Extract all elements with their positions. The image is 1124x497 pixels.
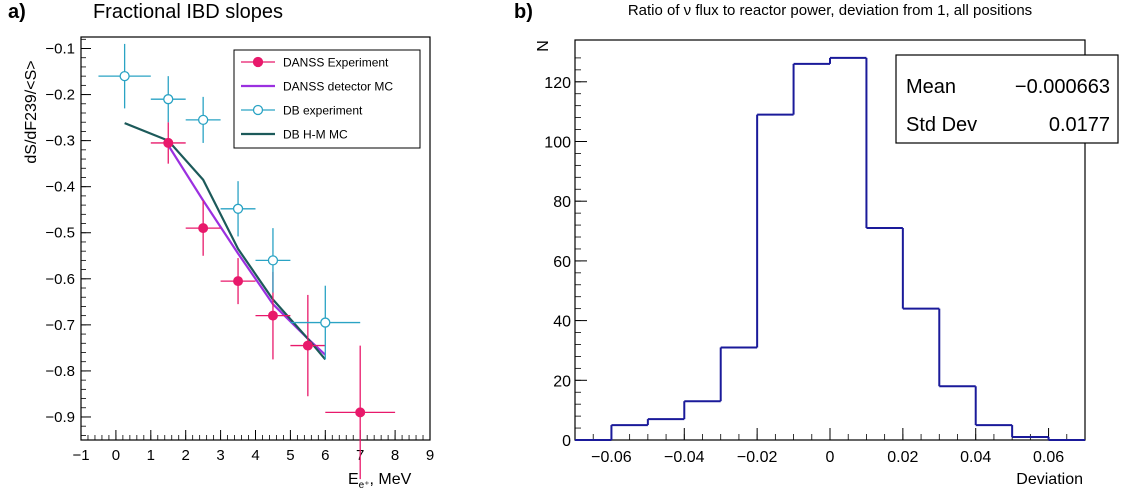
y-tick-label: −0.7 xyxy=(45,317,75,334)
stats-value: −0.000663 xyxy=(1015,76,1110,98)
x-tick-label: −0.06 xyxy=(591,449,632,466)
y-tick-label: −0.8 xyxy=(45,363,75,380)
stats-box-frame xyxy=(895,54,1119,144)
x-tick-label: 5 xyxy=(286,447,294,464)
y-tick-label: 40 xyxy=(553,314,571,331)
y-tick-label: −0.1 xyxy=(45,41,75,58)
legend-label-danss-experiment: DANSS Experiment xyxy=(283,56,389,70)
y-tick-label: −0.2 xyxy=(45,87,75,104)
x-tick-label: 2 xyxy=(182,447,190,464)
danss-experiment-point xyxy=(267,310,278,321)
y-tick-label: −0.6 xyxy=(45,271,75,288)
legend-box xyxy=(233,49,421,149)
panel-b-label: b) xyxy=(514,1,533,23)
panel-b-x-axis-label: Deviation xyxy=(1016,471,1083,488)
panel-a-y-axis-label: dS/dF239/<S> xyxy=(23,60,40,163)
legend-marker-danss-experiment xyxy=(252,56,264,68)
x-tick-label: 1 xyxy=(147,447,155,464)
y-tick-label: 60 xyxy=(553,254,571,271)
y-tick-label: −0.3 xyxy=(45,133,75,150)
legend-label-db-h-m-mc: DB H-M MC xyxy=(283,128,348,142)
db-h-m-mc-line xyxy=(124,122,327,361)
y-tick-label: 80 xyxy=(553,194,571,211)
x-tick-label: −0.02 xyxy=(737,449,778,466)
y-tick-label: 120 xyxy=(544,75,571,92)
y-tick-label: 0 xyxy=(562,433,571,450)
panel-b-x-tick-labels: −0.06 −0.04 −0.02 0 0.02 0.04 0.06 xyxy=(591,449,1064,466)
y-tick-label: 100 xyxy=(544,134,571,151)
x-tick-label: 4 xyxy=(251,447,259,464)
x-tick-label: 0 xyxy=(826,449,835,466)
x-tick-label: 0 xyxy=(112,447,120,464)
x-tick-label: −1 xyxy=(72,447,89,464)
stats-label: Mean xyxy=(906,76,956,98)
y-tick-label: −0.9 xyxy=(45,409,75,426)
panel-b-stats-box: Mean −0.000663 Std Dev 0.0177 xyxy=(895,54,1119,144)
stats-label: Std Dev xyxy=(906,114,977,136)
stats-value: 0.0177 xyxy=(1049,114,1110,136)
panel-a-mc-lines xyxy=(124,122,327,361)
db-experiment-point xyxy=(163,94,174,105)
panel-a-x-axis-label: Ee⁺, MeV xyxy=(348,471,412,491)
panel-a-x-tick-labels: −10123456789 xyxy=(72,447,434,464)
x-tick-label: 6 xyxy=(321,447,329,464)
legend-marker-db-experiment xyxy=(252,104,264,116)
y-tick-label: −0.4 xyxy=(45,179,75,196)
danss-experiment-point xyxy=(302,340,313,351)
db-experiment-point xyxy=(197,114,209,126)
y-tick-label: −0.5 xyxy=(45,225,75,242)
db-experiment-point xyxy=(267,255,279,266)
danss-detector-mc-line xyxy=(167,144,327,356)
db-experiment-point xyxy=(320,317,331,328)
panel-a-label: a) xyxy=(8,1,26,23)
y-tick-label: 20 xyxy=(553,373,571,390)
panel-a-chart: a) Fractional IBD slopes dS/dF239/<S> −0… xyxy=(8,1,434,491)
danss-experiment-point xyxy=(355,407,366,418)
danss-experiment-point xyxy=(233,276,244,287)
panel-b-histogram xyxy=(575,56,1085,441)
danss-experiment-point xyxy=(198,223,209,234)
x-tick-label: 0.06 xyxy=(1033,449,1064,466)
x-tick-label: −0.04 xyxy=(664,449,705,466)
db-experiment-point xyxy=(232,203,244,214)
x-tick-label: 3 xyxy=(216,447,224,464)
panel-b-y-tick-labels: 0 20 40 60 80 100 120 xyxy=(544,75,571,450)
legend-label-db-experiment: DB experiment xyxy=(283,104,363,118)
panel-a-data-points xyxy=(98,43,396,480)
x-tick-label: 9 xyxy=(426,447,434,464)
panel-b-y-axis-label: N xyxy=(535,40,552,52)
danss-experiment-point xyxy=(163,137,174,148)
panel-a-title: Fractional IBD slopes xyxy=(93,1,283,23)
panel-a-y-tick-labels: −0.9 −0.8 −0.7 −0.6 −0.5 −0.4 −0.3 −0.2 −0.1 xyxy=(45,41,75,426)
legend-label-danss-detector-mc: DANSS detector MC xyxy=(283,80,393,94)
panel-b-chart: b) Ratio of ν flux to reactor power, dev… xyxy=(514,1,1119,488)
db-experiment-point xyxy=(119,70,130,82)
panel-a-ticks xyxy=(80,38,431,440)
x-tick-label: 0.04 xyxy=(960,449,991,466)
panel-a-legend: DANSS Experiment DANSS detector MC DB expe… xyxy=(233,49,421,149)
x-tick-label: 0.02 xyxy=(887,449,918,466)
panel-b-title: Ratio of ν flux to reactor power, deviat… xyxy=(628,2,1032,19)
x-tick-label: 8 xyxy=(391,447,399,464)
